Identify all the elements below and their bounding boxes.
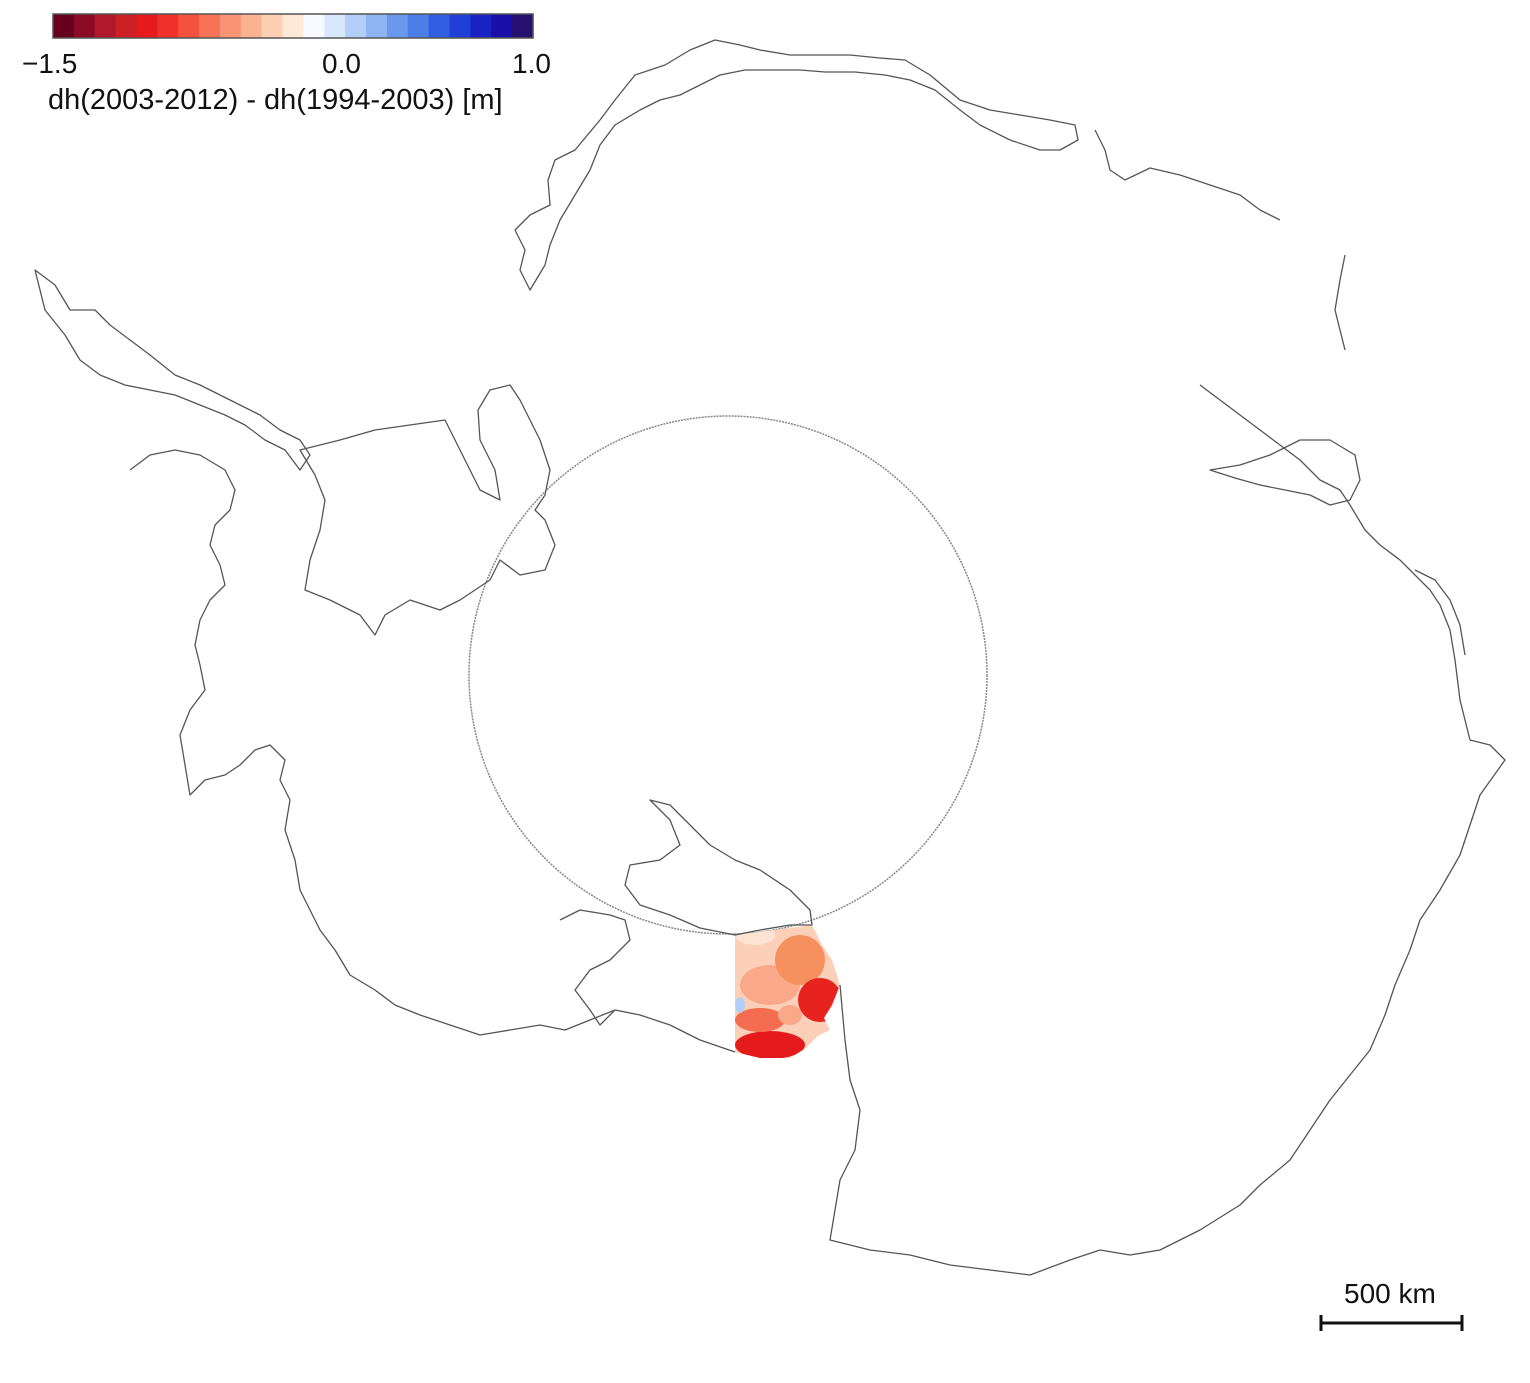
colorbar-cell [407,14,430,38]
scale-bar-label: 500 km [1344,1278,1436,1309]
coastline-west-peninsula [34,269,311,471]
colorbar-cell [345,14,367,38]
colorbar-cell [366,14,388,38]
coastline [34,39,1506,1276]
coastline-east [829,384,1506,1276]
colorbar-cell [303,14,325,38]
colorbar-cells [53,14,534,38]
colorbar-cell [53,14,75,38]
colorbar-cell [324,14,346,38]
coastline-ross [624,799,813,936]
colorbar-cell [261,14,284,38]
coastline-west-islands [129,449,736,1053]
colorbar-cell [219,14,242,38]
coastline-peninsula [514,39,1079,291]
colorbar-cell [491,14,513,38]
coastline-ross-west [559,909,631,1026]
elevation-change-patch [735,925,840,1058]
coastline-amery [1209,439,1361,506]
colorbar-cell [386,14,409,38]
colorbar-max-label: 1.0 [512,48,551,79]
colorbar-min-label: −1.5 [22,48,78,79]
coastline-ronne [299,384,556,636]
colorbar-cell [115,14,138,38]
colorbar-cell [449,14,471,38]
colorbar-cell [157,14,179,38]
colorbar-cell [282,14,305,38]
colorbar-cell [199,14,221,38]
colorbar-cell [73,14,96,38]
colorbar [52,13,534,39]
colorbar-cell [178,14,200,38]
colorbar-cell [240,14,263,38]
colorbar-cell [470,14,492,38]
scale-bar [1319,1315,1464,1331]
colorbar-cell [136,14,158,38]
colorbar-cell [94,14,117,38]
coastline-east-upper [1334,254,1346,351]
coastline-lambert-east [1414,569,1466,656]
colorbar-frame [52,13,534,39]
colorbar-cell [512,14,534,38]
colorbar-title: dh(2003-2012) - dh(1994-2003) [m] [48,84,503,116]
colorbar-cell [428,14,451,38]
coastline-east-north [1094,129,1281,221]
colorbar-mid-label: 0.0 [322,48,361,79]
